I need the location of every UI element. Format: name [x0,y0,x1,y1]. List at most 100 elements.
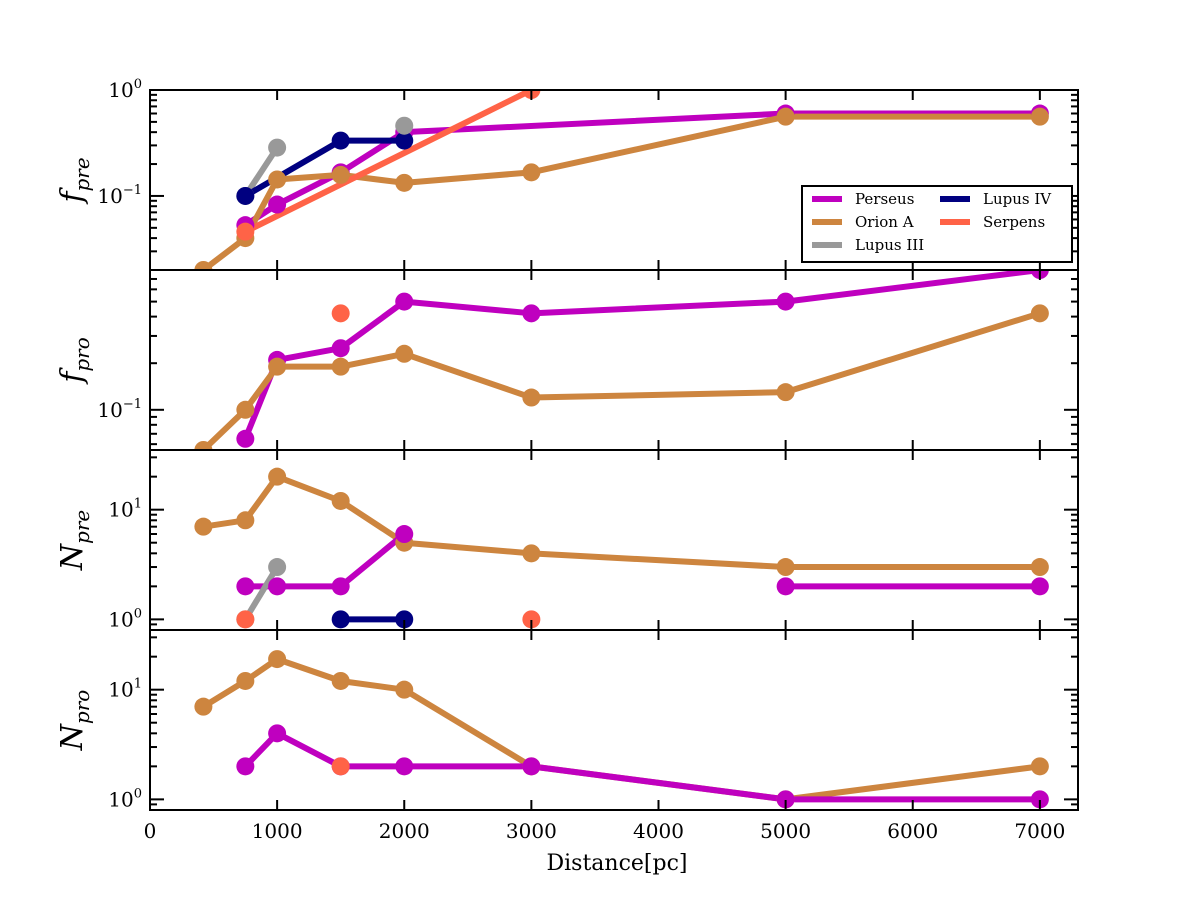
f_pro-point-perseus [522,304,541,323]
N_pre-point-lupus-iv [395,610,414,629]
N_pre-ytick-label: 101 [108,497,142,522]
f_pre-point-orion-a [268,170,287,189]
xtick-label: 2000 [379,819,430,843]
f_pro-y-axis-label: fpro [55,337,94,385]
f_pre-markers [194,90,1049,270]
N_pro-point-orion-a [194,697,213,716]
panel-f_pre [194,90,1049,270]
N_pro-ytick-label: 101 [108,677,142,702]
xtick-label: 3000 [506,819,557,843]
axis-frames: 10010−1fpre10−1fpro101100Npre101100Npro0… [55,77,1079,843]
N_pre-line-orion-a [202,473,1040,571]
N_pro-point-orion-a [268,650,287,669]
f_pre-point-lupus-iv [395,131,414,150]
N_pre-point-lupus-iii [268,558,287,577]
N_pre-point-perseus [236,577,255,596]
f_pro-line-orion-a [201,310,1041,450]
f_pre-point-orion-a [522,163,541,182]
f_pro-point-orion-a [194,441,213,450]
N_pre-point-orion-a [194,517,213,536]
N_pro-axes-frame [149,629,1079,811]
xtick-label: 1000 [252,819,303,843]
legend-label: Lupus IV [983,190,1052,208]
N_pre-point-orion-a [268,467,287,486]
f_pre-point-orion-a [331,165,350,184]
N_pro-point-perseus [776,790,795,809]
N_pro-point-orion-a [236,671,255,690]
f_pro-point-orion-a [1030,304,1049,323]
N_pro-line-perseus [243,730,1040,803]
f_pro-lines [201,270,1041,450]
N_pro-point-perseus [522,757,541,776]
N_pre-point-lupus-iv [331,610,350,629]
f_pre-ytick-label: 10−1 [97,183,142,208]
f_pre-point-orion-a [194,261,213,270]
legend-label: Perseus [855,190,914,208]
N_pre-point-perseus [776,577,795,596]
legend-box [801,185,1073,263]
f_pro-point-perseus [331,339,350,358]
f_pro-point-orion-a [331,357,350,376]
f_pro-point-serpens [331,304,350,323]
f_pre-line-serpens [244,90,533,235]
legend-label: Serpens [983,213,1045,231]
legend-label: Orion A [855,213,914,231]
N_pre-y-axis-label: Npre [55,510,94,571]
panel-N_pre [194,467,1049,629]
f_pro-point-orion-a [776,383,795,402]
N_pro-markers [194,650,1049,809]
xtick-label: 4000 [633,819,684,843]
f_pre-point-orion-a [395,173,414,192]
N_pro-lines [201,656,1041,803]
f_pre-point-lupus-iii [268,138,287,157]
xtick-label: 6000 [887,819,938,843]
N_pre-point-perseus [331,577,350,596]
f_pre-point-orion-a [776,107,795,126]
f_pre-point-lupus-iii [395,116,414,135]
N_pro-point-serpens [331,757,350,776]
N_pro-point-perseus [1030,790,1049,809]
xtick-label: 7000 [1014,819,1065,843]
N_pro-point-orion-a [395,680,414,699]
f_pre-point-orion-a [1030,107,1049,126]
N_pre-line-perseus [245,531,407,590]
N_pre-point-orion-a [236,511,255,530]
f_pro-point-orion-a [236,400,255,419]
N_pre-point-orion-a [776,558,795,577]
f_pre-point-perseus [268,195,287,214]
N_pre-axes-frame [149,449,1079,631]
f_pro-point-orion-a [522,388,541,407]
N_pre-point-orion-a [1030,558,1049,577]
panels-layer [194,90,1049,809]
N_pro-point-perseus [395,757,414,776]
f_pro-point-perseus [395,292,414,311]
f_pro-point-orion-a [268,357,287,376]
N_pre-point-serpens [522,610,541,629]
N_pre-lines [202,473,1040,623]
N_pro-point-perseus [268,724,287,743]
xtick-label: 5000 [760,819,811,843]
N_pro-point-perseus [236,757,255,776]
f_pro-point-perseus [776,292,795,311]
f_pro-markers [194,270,1049,450]
N_pre-markers [194,467,1049,629]
f_pro-point-perseus [236,429,255,448]
legend: Perseus Lupus IV Orion A Serpens Lupus III [801,185,1073,263]
panel-N_pro [194,650,1049,809]
xtick-label: 0 [144,819,157,843]
f_pro-ytick-label: 10−1 [97,397,142,422]
f_pre-point-lupus-iv [236,186,255,205]
legend-label: Lupus III [855,236,924,254]
N_pre-point-perseus [395,525,414,544]
N_pre-ytick-label: 100 [108,606,142,631]
N_pre-point-perseus [268,577,287,596]
N_pre-point-perseus [1030,577,1049,596]
N_pre-point-orion-a [522,544,541,563]
N_pro-point-orion-a [1030,757,1049,776]
N_pre-point-orion-a [331,491,350,510]
f_pre-line-lupus-iii [242,145,280,198]
f_pro-line-perseus [242,270,1041,440]
x-axis-label: Distance[pc] [546,851,687,876]
f_pre-ytick-label: 100 [108,77,142,102]
